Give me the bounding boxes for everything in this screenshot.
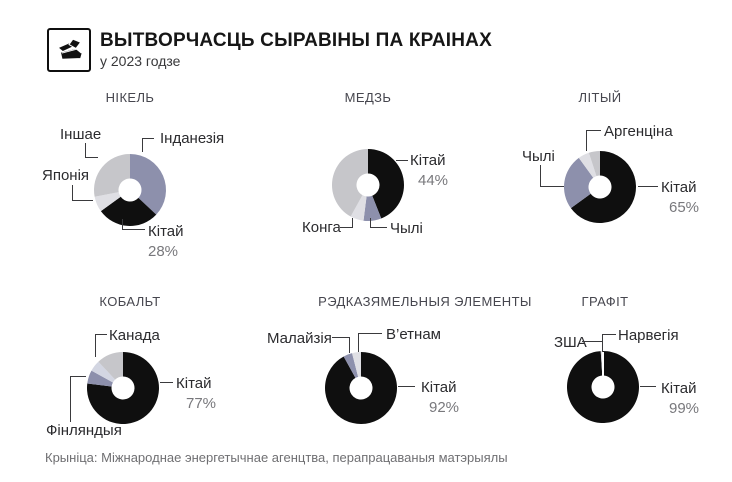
label-vietnam: В’етнам	[386, 326, 441, 343]
page-title: ВЫТВОРЧАСЦЬ СЫРАВІНЫ ПА КРАІНАХ	[100, 30, 492, 51]
donut-chart-lithium	[563, 151, 636, 223]
label-malaysia: Малайзія	[267, 330, 332, 347]
label-chile-lithium: Чылі	[522, 148, 555, 165]
pct-china-graphite: 99%	[669, 400, 700, 417]
pct-china-cobalt: 77%	[186, 395, 217, 412]
leader-line	[72, 185, 93, 201]
leader-line	[70, 376, 86, 422]
label-other: Іншае	[60, 126, 102, 143]
donut-chart-rare-earths	[325, 352, 398, 424]
label-china-cobalt: Кітай	[176, 375, 212, 392]
leader-line	[586, 130, 601, 151]
leader-line	[122, 219, 145, 230]
label-china-graphite: Кітай	[661, 380, 697, 397]
leader-line	[340, 218, 353, 228]
label-norway: Нарвегія	[618, 327, 679, 344]
label-argentina: Аргенціна	[604, 123, 673, 140]
leader-line	[602, 334, 616, 353]
chart-title-copper: МЕДЗЬ	[344, 90, 392, 105]
metal-ingots-glyph	[57, 38, 83, 60]
label-china-lithium: Кітай	[661, 179, 697, 196]
pct-china-rare: 92%	[429, 399, 460, 416]
leader-line	[160, 382, 173, 384]
label-canada: Канада	[109, 327, 160, 344]
leader-line	[85, 143, 98, 158]
leader-line-inner	[602, 352, 604, 376]
leader-line	[370, 218, 387, 228]
label-usa: ЗША	[554, 334, 587, 351]
label-china-nickel: Кітай	[148, 223, 184, 240]
label-indonesia: Інданезія	[160, 130, 225, 147]
leader-line	[398, 386, 415, 388]
label-chile-copper: Чылі	[390, 220, 423, 237]
donut-chart-nickel	[94, 154, 167, 227]
source-note: Крыніца: Міжнароднае энергетычнае агенцт…	[45, 450, 508, 465]
chart-title-graphite: ГРАФІТ	[581, 294, 629, 309]
leader-line	[540, 165, 564, 187]
label-china-rare: Кітай	[421, 379, 457, 396]
pct-china-copper: 44%	[418, 172, 449, 189]
page-subtitle: у 2023 годзе	[100, 53, 181, 69]
donut-chart-copper	[332, 149, 404, 221]
leader-line	[396, 160, 408, 162]
leader-line	[358, 333, 382, 352]
leader-line	[142, 138, 154, 152]
label-congo: Конга	[302, 219, 341, 236]
leader-line	[582, 341, 603, 343]
leader-line	[332, 337, 350, 353]
label-finland: Фінляндыя	[46, 422, 122, 439]
donut-chart-cobalt	[87, 352, 160, 424]
label-japan: Японія	[42, 167, 90, 184]
metal-ingots-icon	[47, 28, 91, 72]
chart-title-nickel: НІКЕЛЬ	[105, 90, 155, 105]
chart-title-lithium: ЛІТЫЙ	[578, 90, 622, 105]
chart-title-rare-earths: РЭДКАЗЯМЕЛЬНЫЯ ЭЛЕМЕНТЫ	[318, 294, 532, 309]
leader-line	[95, 334, 107, 357]
chart-title-cobalt: КОБАЛЬТ	[99, 294, 161, 309]
pct-china-nickel: 28%	[148, 243, 179, 260]
pct-china-lithium: 65%	[669, 199, 700, 216]
label-china-copper: Кітай	[410, 152, 446, 169]
leader-line	[638, 186, 658, 188]
leader-line	[640, 386, 656, 388]
